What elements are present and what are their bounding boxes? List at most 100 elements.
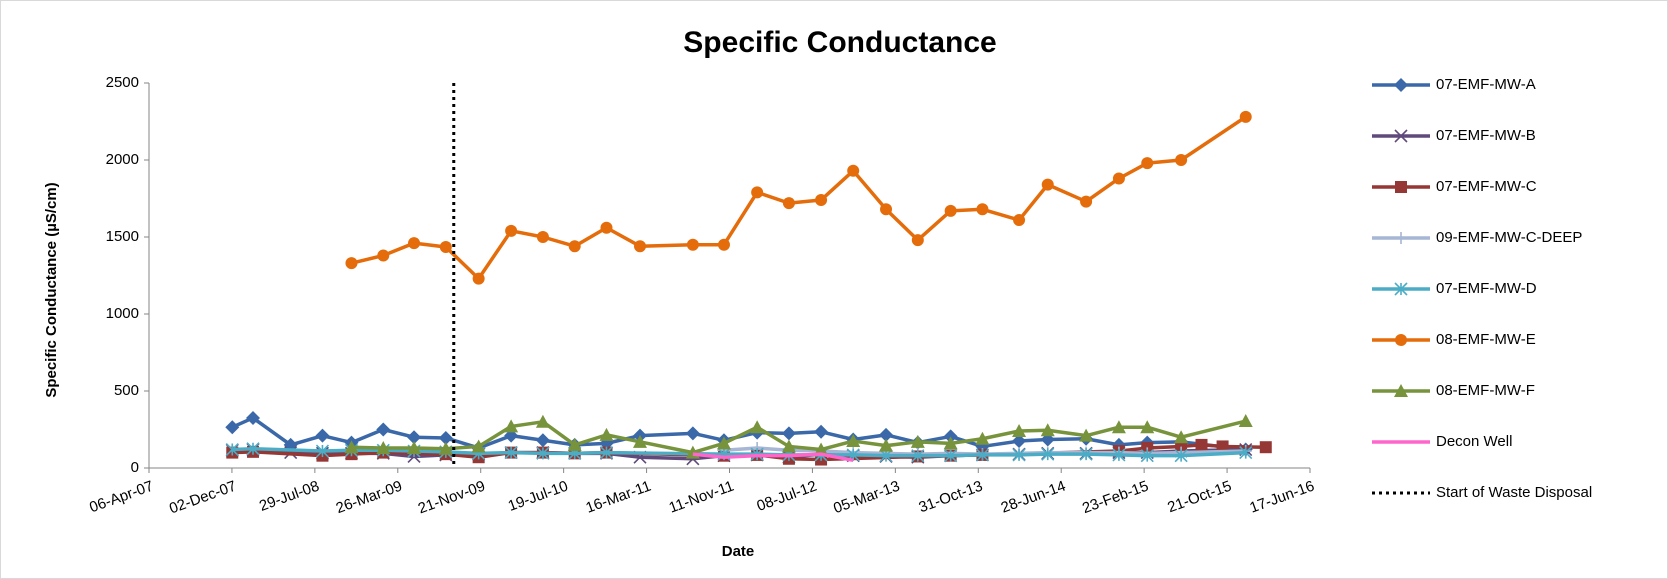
marker [535, 433, 550, 448]
marker [1394, 78, 1408, 92]
marker [438, 441, 453, 455]
marker [376, 422, 391, 437]
legend-label: Start of Waste Disposal [1436, 484, 1592, 501]
marker [536, 446, 550, 460]
marker [782, 197, 795, 210]
marker [1079, 447, 1093, 461]
chart-title: Specific Conductance [683, 26, 996, 59]
legend-label: 09-EMF-MW-C-DEEP [1436, 229, 1582, 246]
marker [1040, 423, 1055, 437]
marker [345, 257, 358, 270]
x-axis-label: Date [722, 543, 755, 560]
marker [1395, 181, 1407, 193]
marker [685, 426, 700, 441]
marker [1174, 430, 1189, 444]
marker [1041, 178, 1054, 191]
marker [246, 410, 261, 425]
marker [750, 420, 765, 434]
marker [911, 449, 925, 463]
series [345, 110, 1252, 285]
marker [225, 442, 239, 457]
marker [535, 414, 550, 428]
marker [1395, 334, 1407, 346]
marker [246, 442, 260, 456]
marker [376, 440, 391, 454]
marker [471, 439, 486, 453]
marker [377, 249, 390, 262]
legend-label: 07-EMF-MW-B [1436, 127, 1536, 144]
marker [1012, 448, 1026, 462]
marker [1079, 428, 1094, 442]
marker [1394, 129, 1408, 143]
marker [344, 440, 359, 454]
marker [568, 240, 581, 253]
marker [599, 427, 614, 441]
marker [1013, 214, 1026, 227]
marker [505, 224, 518, 237]
marker [1175, 154, 1188, 166]
marker [846, 434, 861, 448]
marker [408, 237, 421, 250]
marker [1238, 414, 1253, 428]
marker [315, 444, 330, 458]
legend-label: 08-EMF-MW-F [1436, 382, 1535, 399]
legend-label: 07-EMF-MW-D [1436, 280, 1537, 297]
marker [1012, 434, 1027, 449]
marker [975, 431, 990, 445]
marker [633, 434, 648, 448]
marker [600, 221, 613, 234]
marker [1394, 282, 1408, 296]
marker [1239, 110, 1252, 123]
series [344, 414, 1253, 459]
marker [567, 437, 582, 451]
marker [504, 446, 518, 460]
marker [686, 238, 699, 251]
marker [976, 203, 989, 216]
marker [407, 440, 422, 454]
marker [438, 430, 453, 445]
marker [1140, 420, 1155, 434]
y-axis-label: Specific Conductance (µS/cm) [43, 182, 60, 397]
marker [536, 231, 549, 243]
legend-label: 07-EMF-MW-A [1436, 76, 1536, 93]
marker [879, 449, 893, 463]
marker [814, 424, 829, 439]
marker [1112, 448, 1126, 462]
marker [847, 164, 860, 177]
marker [634, 240, 647, 253]
y-tick-label: 2500 [106, 74, 139, 91]
marker [944, 204, 957, 217]
marker [716, 436, 731, 450]
marker [880, 203, 893, 216]
y-tick-label: 2000 [106, 151, 139, 168]
marker [1140, 449, 1154, 463]
marker [1111, 420, 1126, 434]
marker [815, 194, 828, 207]
marker [1080, 195, 1093, 208]
marker [439, 241, 452, 254]
series [692, 452, 854, 463]
y-tick-label: 500 [114, 382, 139, 399]
marker [1259, 441, 1272, 454]
marker [975, 448, 989, 462]
marker [943, 436, 958, 450]
y-tick-label: 0 [131, 459, 139, 476]
marker [717, 238, 730, 251]
marker [1012, 424, 1027, 438]
marker [315, 428, 330, 443]
marker [1394, 384, 1408, 397]
marker [225, 420, 240, 435]
marker [910, 434, 925, 448]
marker [879, 427, 894, 442]
series-line [692, 452, 854, 463]
marker [879, 438, 894, 452]
marker [911, 234, 924, 247]
marker [814, 442, 829, 456]
legend-label: 08-EMF-MW-E [1436, 331, 1536, 348]
marker [1239, 446, 1253, 460]
marker [407, 430, 422, 445]
marker [1195, 438, 1208, 451]
marker [1216, 440, 1229, 453]
marker [599, 446, 614, 460]
